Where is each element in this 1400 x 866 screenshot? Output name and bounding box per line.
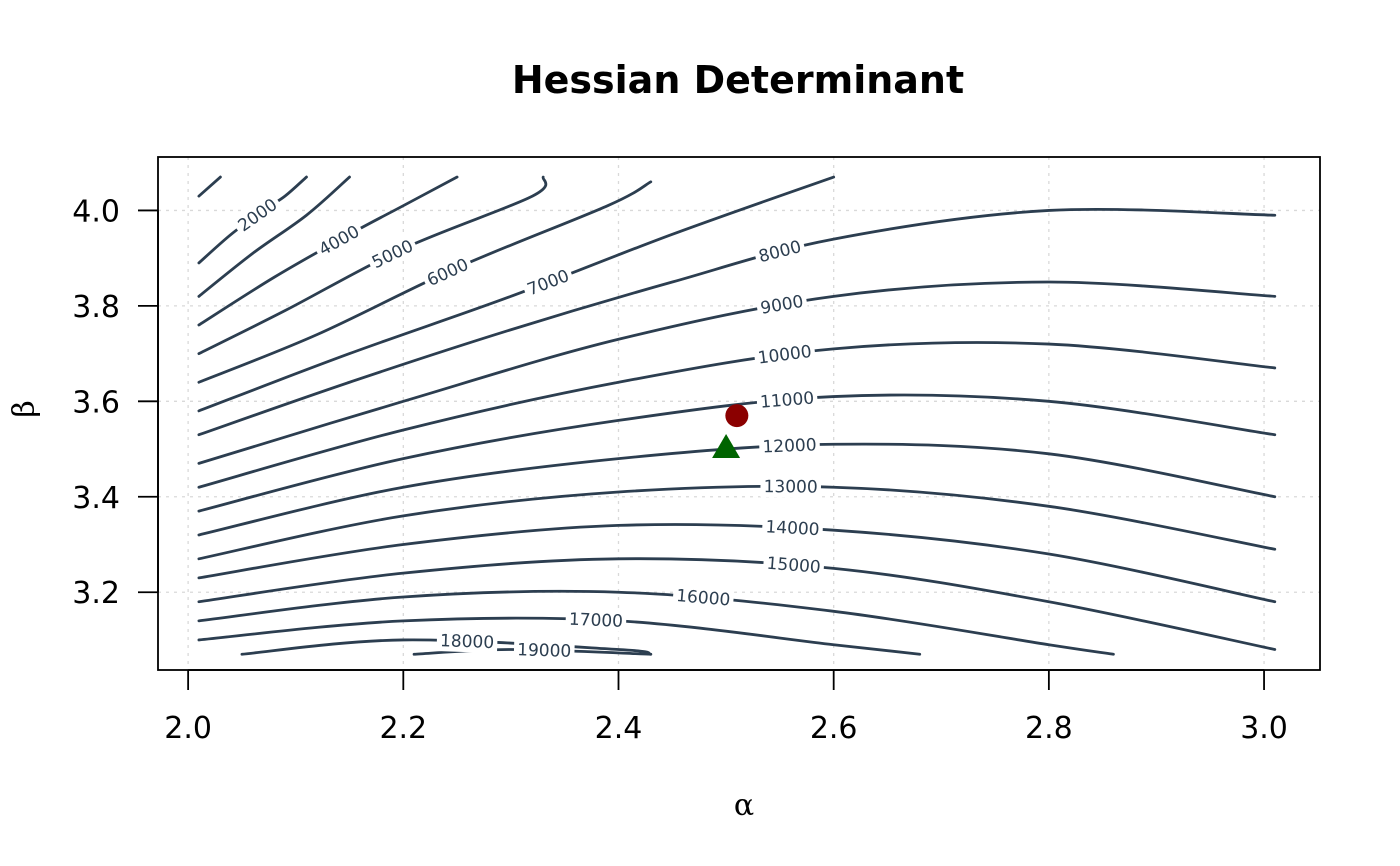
contour-line	[197, 175, 222, 198]
contour-label-group: 16000	[672, 583, 735, 611]
contour-label: 9000	[759, 292, 805, 319]
y-axis-label: β	[7, 400, 42, 417]
y-tick-label: 3.2	[72, 576, 120, 611]
contour-label-group: 7000	[520, 263, 576, 302]
contour-line	[197, 280, 1277, 465]
contour-label: 15000	[766, 554, 822, 578]
contour-line	[197, 484, 1277, 561]
x-tick-label: 2.2	[379, 711, 427, 746]
contour-label-group: 14000	[761, 515, 824, 541]
x-tick-label: 2.6	[810, 711, 858, 746]
contour-label-group: 2000	[230, 191, 285, 239]
chart-title: Hessian Determinant	[512, 58, 964, 102]
contour-label-group: 12000	[758, 433, 821, 458]
contour-label-background	[230, 191, 285, 239]
contour-label-group: 9000	[755, 289, 809, 320]
x-axis-label: α	[734, 788, 754, 823]
contour-label-background	[762, 551, 825, 579]
circle-marker	[725, 404, 749, 428]
y-tick-label: 3.6	[72, 385, 120, 420]
contour-label-group: 15000	[762, 551, 825, 579]
contour-label-background	[756, 386, 819, 414]
x-tick-label: 2.4	[595, 711, 643, 746]
contour-label-group: 19000	[513, 638, 575, 662]
contour-label-background	[761, 515, 824, 541]
contour-line	[197, 207, 1277, 437]
data-markers	[712, 404, 749, 459]
contour-label: 16000	[675, 586, 731, 610]
contour-label: 19000	[517, 640, 572, 662]
y-tick-label: 3.4	[72, 481, 120, 516]
contour-label-background	[311, 218, 367, 262]
contour-label: 12000	[762, 435, 817, 457]
contour-line	[412, 648, 653, 656]
contour-line	[197, 175, 836, 413]
contour-label-background	[753, 339, 817, 369]
y-axis: 3.2 3.4 3.6 3.8 4.0	[72, 194, 159, 611]
contour-label-background	[513, 638, 575, 662]
y-tick-label: 4.0	[72, 194, 120, 229]
contour-label: 14000	[765, 517, 820, 540]
x-axis: 2.0 2.2 2.4 2.6 2.8 3.0	[164, 669, 1288, 746]
contour-label-group: 5000	[365, 233, 420, 275]
contour-label: 8000	[757, 237, 804, 267]
contour-label-background	[365, 233, 420, 275]
contour-label-group: 8000	[752, 234, 807, 269]
contour-label-group: 11000	[756, 386, 819, 414]
contour-label-background	[760, 475, 822, 498]
contour-label-background	[752, 234, 807, 269]
contour-label-background	[565, 607, 627, 633]
y-tick-label: 3.8	[72, 290, 120, 325]
contour-label: 13000	[764, 477, 818, 497]
x-tick-label: 2.0	[164, 711, 212, 746]
contour-label-group: 10000	[753, 339, 817, 369]
contour-line	[197, 341, 1277, 489]
contour-label-background	[436, 628, 498, 654]
contour-label: 17000	[568, 610, 623, 632]
contour-label-group: 4000	[311, 218, 367, 262]
contour-label-background	[758, 433, 821, 458]
x-tick-label: 2.8	[1025, 711, 1073, 746]
triangle-marker	[712, 434, 741, 459]
contour-label-background	[672, 583, 735, 611]
contour-line	[197, 557, 1277, 651]
contour-label-background	[755, 289, 809, 320]
contour-label: 18000	[440, 631, 495, 653]
contour-label-background	[420, 251, 475, 293]
contour-line	[197, 175, 351, 298]
x-tick-label: 3.0	[1240, 711, 1288, 746]
contour-label-group: 13000	[760, 475, 822, 498]
contour-label-background	[520, 263, 576, 302]
contour-label-group: 17000	[565, 607, 627, 633]
contour-labels: 2000 4000 5000 6000 7000 8000 9000 10000 11000 12…	[230, 191, 825, 662]
contour-label-group: 6000	[420, 251, 475, 293]
contour-line	[197, 523, 1277, 604]
contour-label: 11000	[759, 388, 815, 412]
contour-label-group: 18000	[436, 628, 498, 654]
